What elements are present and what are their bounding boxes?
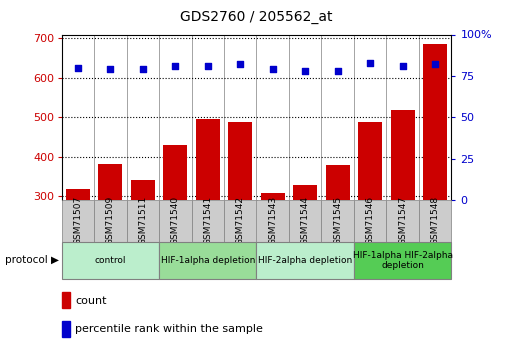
Bar xyxy=(94,200,127,242)
Bar xyxy=(131,180,155,200)
Bar xyxy=(386,200,419,242)
Text: GSM71507: GSM71507 xyxy=(73,196,82,245)
Bar xyxy=(261,193,285,200)
Bar xyxy=(256,241,354,279)
Text: GSM71542: GSM71542 xyxy=(236,196,245,245)
Bar xyxy=(293,185,318,200)
Bar xyxy=(191,200,224,242)
Bar xyxy=(195,119,220,200)
Bar xyxy=(228,122,252,200)
Text: GSM71546: GSM71546 xyxy=(366,196,374,245)
Point xyxy=(399,63,407,69)
Bar xyxy=(127,200,159,242)
Bar xyxy=(62,241,159,279)
Point xyxy=(139,67,147,72)
Text: GSM71547: GSM71547 xyxy=(398,196,407,245)
Point xyxy=(333,68,342,74)
Bar xyxy=(159,200,191,242)
Bar xyxy=(66,189,90,200)
Text: HIF-1alpha depletion: HIF-1alpha depletion xyxy=(161,256,255,265)
Point xyxy=(171,63,180,69)
Point xyxy=(106,67,114,72)
Bar xyxy=(98,164,123,200)
Text: GSM71548: GSM71548 xyxy=(431,196,440,245)
Bar xyxy=(322,200,354,242)
Point xyxy=(236,61,244,67)
Text: GSM71545: GSM71545 xyxy=(333,196,342,245)
Text: HIF-1alpha HIF-2alpha
depletion: HIF-1alpha HIF-2alpha depletion xyxy=(353,251,452,270)
Text: protocol ▶: protocol ▶ xyxy=(5,256,59,265)
Point xyxy=(74,65,82,70)
Text: GSM71511: GSM71511 xyxy=(139,196,147,245)
Bar xyxy=(159,241,256,279)
Bar xyxy=(354,241,451,279)
Point xyxy=(366,60,374,66)
Bar xyxy=(224,200,256,242)
Bar xyxy=(326,165,350,200)
Text: GSM71541: GSM71541 xyxy=(203,196,212,245)
Bar xyxy=(163,145,187,200)
Point xyxy=(204,63,212,69)
Bar xyxy=(62,200,94,242)
Bar xyxy=(358,122,382,200)
Point xyxy=(431,61,439,67)
Bar xyxy=(62,321,70,337)
Bar xyxy=(419,200,451,242)
Bar xyxy=(354,200,386,242)
Text: GDS2760 / 205562_at: GDS2760 / 205562_at xyxy=(180,10,333,24)
Point xyxy=(301,68,309,74)
Text: HIF-2alpha depletion: HIF-2alpha depletion xyxy=(258,256,352,265)
Text: GSM71540: GSM71540 xyxy=(171,196,180,245)
Text: GSM71509: GSM71509 xyxy=(106,196,115,245)
Text: count: count xyxy=(75,296,107,306)
Text: control: control xyxy=(94,256,126,265)
Text: GSM71544: GSM71544 xyxy=(301,196,310,245)
Point xyxy=(269,67,277,72)
Text: percentile rank within the sample: percentile rank within the sample xyxy=(75,324,263,334)
Text: GSM71543: GSM71543 xyxy=(268,196,277,245)
Bar xyxy=(289,200,322,242)
Bar xyxy=(423,45,447,200)
Bar xyxy=(390,110,415,200)
Bar xyxy=(256,200,289,242)
Bar xyxy=(62,292,70,308)
